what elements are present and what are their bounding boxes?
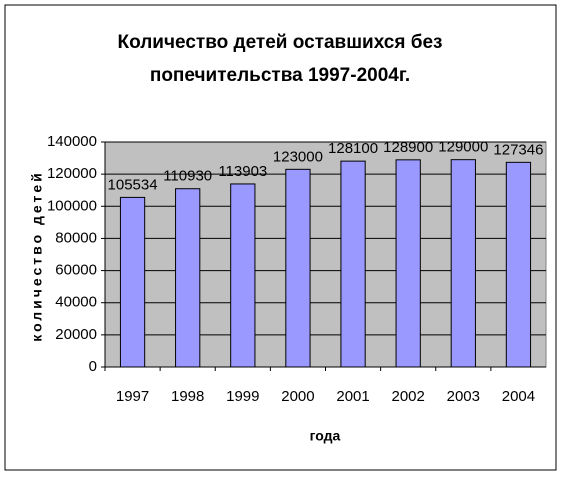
bar xyxy=(175,188,201,368)
y-tick-label: 140000 xyxy=(47,133,97,150)
x-tick-label: 2000 xyxy=(281,388,314,405)
y-tick-label: 60000 xyxy=(55,262,97,279)
y-tick-label: 20000 xyxy=(55,326,97,343)
x-tick-label: 2002 xyxy=(392,388,425,405)
y-tick-label: 100000 xyxy=(47,197,97,214)
x-axis-title: года xyxy=(310,428,341,444)
chart-title-line: попечительства 1997-2004г. xyxy=(150,65,410,86)
x-tick-label: 2001 xyxy=(336,388,369,405)
x-tick-label: 2004 xyxy=(502,388,535,405)
data-label: 105534 xyxy=(108,176,158,193)
bar xyxy=(230,183,256,368)
y-tick-label: 80000 xyxy=(55,229,97,246)
bar xyxy=(395,159,421,368)
x-tick-label: 2003 xyxy=(447,388,480,405)
bar xyxy=(340,160,366,368)
y-tick-label: 120000 xyxy=(47,165,97,182)
data-label: 123000 xyxy=(273,148,323,165)
data-label: 127346 xyxy=(493,141,543,158)
x-tick-label: 1997 xyxy=(116,388,149,405)
x-tick-label: 1999 xyxy=(226,388,259,405)
bar xyxy=(450,159,476,368)
bar xyxy=(285,168,311,368)
data-label: 128100 xyxy=(328,140,378,157)
data-label: 129000 xyxy=(438,139,488,156)
bar xyxy=(505,161,532,368)
bar xyxy=(119,196,146,368)
data-label: 128900 xyxy=(383,139,433,156)
chart-title-line: Количество детей оставшихся без xyxy=(118,32,443,53)
y-tick-label: 0 xyxy=(89,358,97,375)
y-tick-label: 40000 xyxy=(55,294,97,311)
data-label: 110930 xyxy=(163,168,212,185)
y-axis-title: количество детей xyxy=(29,170,45,342)
x-tick-label: 1998 xyxy=(171,388,204,405)
data-label: 113903 xyxy=(218,163,267,180)
